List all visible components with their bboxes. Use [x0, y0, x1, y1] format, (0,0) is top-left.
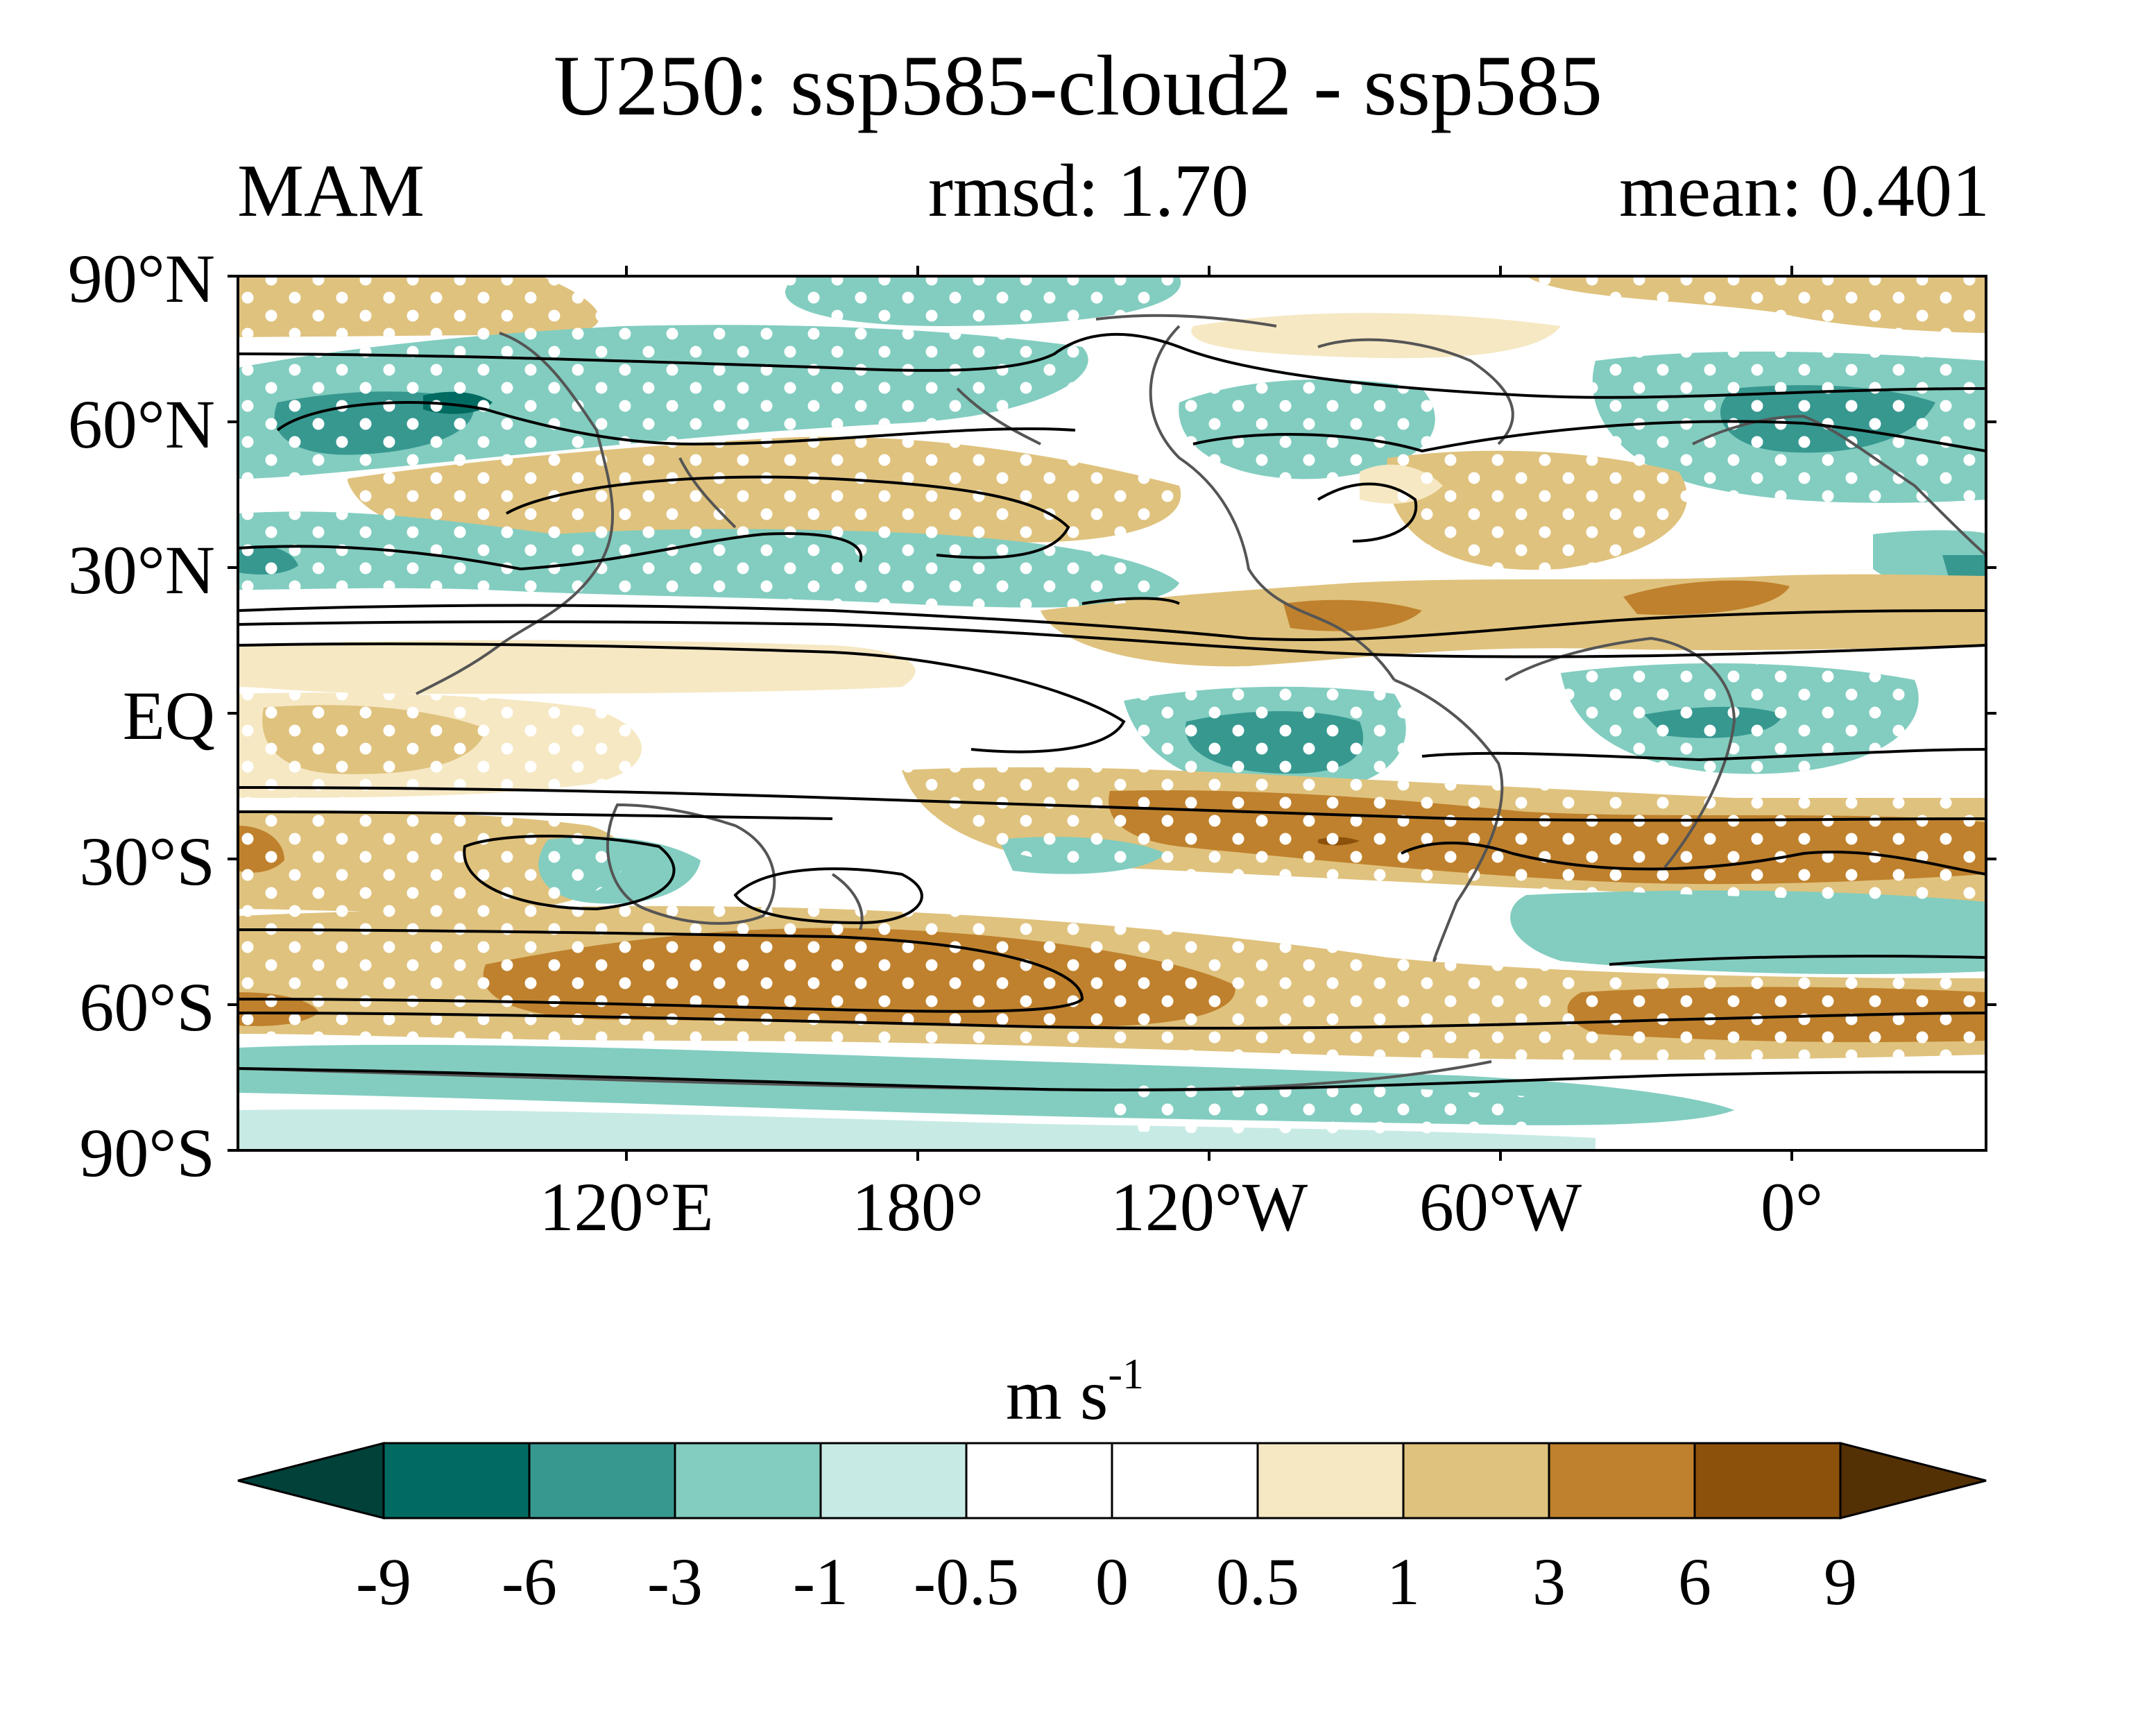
lon-label-0: 0°: [1761, 1168, 1823, 1245]
colorbar-swatch: [1111, 1442, 1259, 1519]
map-title: U250: ssp585-cloud2 - ssp585: [553, 38, 1603, 133]
map-field: [238, 276, 1986, 1150]
colorbar-units: m s-1: [1006, 1351, 1145, 1435]
colorbar-level-label: -9: [356, 1544, 411, 1619]
anomaly-region: [1510, 890, 1986, 975]
rmsd-label: rmsd: 1.70: [928, 150, 1249, 232]
colorbar-swatch: [1402, 1442, 1550, 1519]
colorbar-swatch: [528, 1442, 676, 1519]
lon-label-60w: 60°W: [1419, 1168, 1582, 1245]
lon-label-120w: 120°W: [1110, 1168, 1308, 1245]
lat-label-30s: 30°S: [79, 823, 215, 900]
anomaly-region: [1283, 599, 1422, 631]
lat-label-90n: 90°N: [67, 240, 215, 317]
season-label: MAM: [237, 150, 425, 232]
colorbar-level-label: -6: [502, 1544, 557, 1619]
lat-label-eq: EQ: [122, 677, 215, 754]
colorbar-swatch: [965, 1442, 1113, 1519]
anomaly-region: [1623, 580, 1790, 615]
lat-label-30n: 30°N: [67, 531, 215, 608]
colorbar-level-label: -0.5: [914, 1544, 1019, 1619]
colorbar-level-label: 0.5: [1216, 1544, 1299, 1619]
colorbar-extend-low: [237, 1442, 385, 1519]
colorbar-level-label: 6: [1678, 1544, 1711, 1619]
lat-label-60s: 60°S: [79, 969, 215, 1046]
lat-label-90s: 90°S: [79, 1114, 215, 1191]
colorbar-level-label: 0: [1095, 1544, 1129, 1619]
colorbar-swatch: [1548, 1442, 1696, 1519]
anomaly-region: [238, 640, 916, 694]
climatology-contours: [238, 332, 1986, 1091]
colorbar-level-label: 9: [1824, 1544, 1857, 1619]
axis-ticks: [228, 266, 1996, 1161]
colorbar-extend-high: [1839, 1442, 1987, 1519]
colorbar-swatch: [382, 1442, 531, 1519]
colorbar-swatch: [1256, 1442, 1405, 1519]
colorbar-level-label: -1: [793, 1544, 848, 1619]
lat-label-60n: 60°N: [67, 386, 215, 463]
colorbar: [237, 1442, 1987, 1519]
anomaly-region: [238, 1109, 1595, 1150]
colorbar-swatch: [674, 1442, 822, 1519]
lon-label-120e: 120°E: [539, 1168, 714, 1245]
colorbar-swatch: [819, 1442, 968, 1519]
lon-label-180: 180°: [852, 1168, 984, 1245]
colorbar-swatch: [1693, 1442, 1842, 1519]
mean-label: mean: 0.401: [1619, 150, 1990, 232]
colorbar-level-label: 1: [1387, 1544, 1420, 1619]
anomaly-region: [1191, 313, 1561, 359]
colorbar-level-label: -3: [647, 1544, 703, 1619]
colorbar-level-label: 3: [1532, 1544, 1566, 1619]
